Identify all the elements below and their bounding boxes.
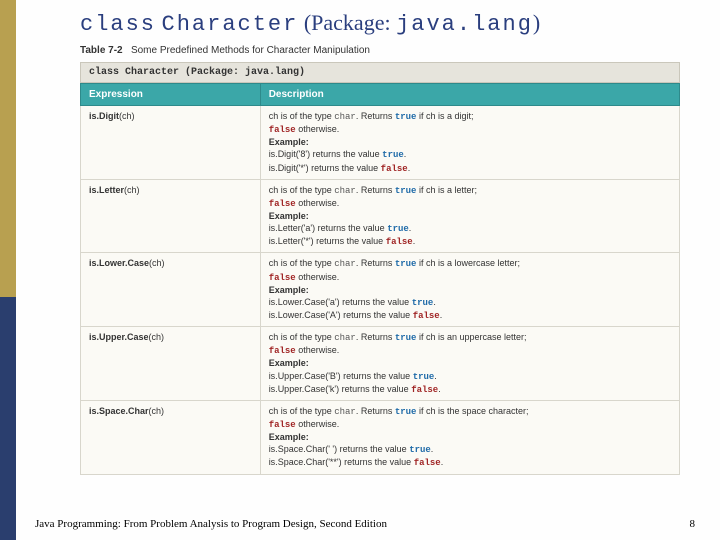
expression-cell: is.Digit(ch): [81, 106, 261, 180]
table-subheader: class Character (Package: java.lang): [80, 62, 680, 83]
methods-table: Expression Description is.Digit(ch)ch is…: [80, 83, 680, 475]
expression-cell: is.Letter(ch): [81, 179, 261, 253]
table-row: is.Lower.Case(ch)ch is of the type char.…: [81, 253, 680, 327]
main-content: class Character (Package: java.lang) Tab…: [80, 10, 680, 475]
footer-left: Java Programming: From Problem Analysis …: [35, 518, 387, 530]
table-caption: Table 7-2 Some Predefined Methods for Ch…: [80, 45, 680, 56]
table-row: is.Digit(ch)ch is of the type char. Retu…: [81, 106, 680, 180]
table-row: is.Letter(ch)ch is of the type char. Ret…: [81, 179, 680, 253]
page-title: class Character (Package: java.lang): [80, 10, 680, 37]
description-cell: ch is of the type char. Returns true if …: [260, 327, 679, 401]
title-paren-close: ): [533, 10, 540, 35]
title-paren-open: (Package:: [304, 10, 391, 35]
title-character: Character: [162, 12, 299, 37]
description-cell: ch is of the type char. Returns true if …: [260, 179, 679, 253]
col-expression: Expression: [81, 84, 261, 106]
col-description: Description: [260, 84, 679, 106]
table-row: is.Space.Char(ch)ch is of the type char.…: [81, 400, 680, 474]
expression-cell: is.Space.Char(ch): [81, 400, 261, 474]
description-cell: ch is of the type char. Returns true if …: [260, 106, 679, 180]
expression-cell: is.Lower.Case(ch): [81, 253, 261, 327]
left-stripe: [0, 0, 16, 540]
caption-label: Table 7-2: [80, 45, 123, 56]
title-pkg: java.lang: [396, 12, 533, 37]
description-cell: ch is of the type char. Returns true if …: [260, 253, 679, 327]
expression-cell: is.Upper.Case(ch): [81, 327, 261, 401]
footer: Java Programming: From Problem Analysis …: [35, 518, 695, 530]
title-class: class: [80, 12, 156, 37]
footer-page: 8: [690, 518, 696, 530]
caption-text: Some Predefined Methods for Character Ma…: [131, 45, 370, 56]
table-row: is.Upper.Case(ch)ch is of the type char.…: [81, 327, 680, 401]
description-cell: ch is of the type char. Returns true if …: [260, 400, 679, 474]
